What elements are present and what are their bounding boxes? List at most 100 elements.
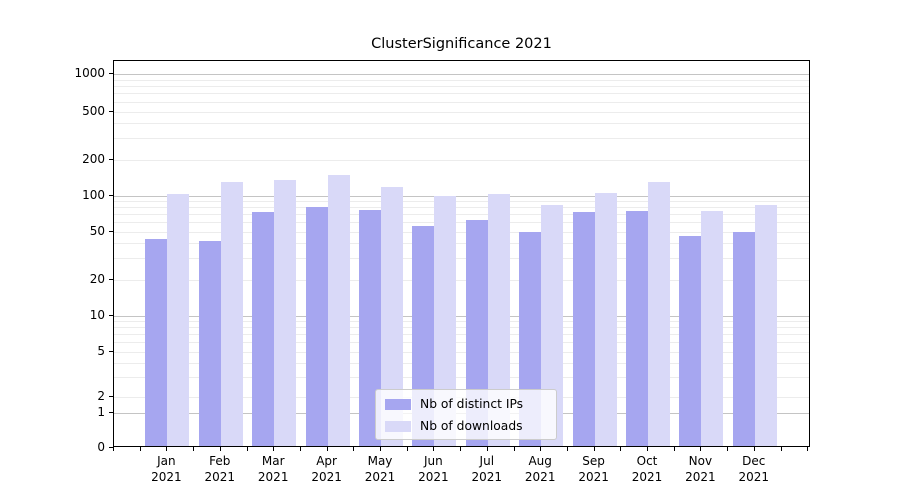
x-axis-tick-mark (807, 447, 809, 451)
x-axis-tick-mark (193, 447, 195, 451)
bar-downloads (327, 175, 350, 446)
gridline-minor (114, 327, 809, 329)
gridline-major (114, 74, 809, 75)
gridline-major (114, 315, 809, 317)
gridline-major (114, 195, 809, 197)
legend-row-distinct-ips: Nb of distinct IPs (385, 397, 547, 411)
y-axis-tick-label: 1000 (74, 66, 105, 80)
gridline-minor (114, 231, 809, 233)
x-axis-tick-label: Jan 2021 (151, 454, 182, 485)
bar-distinct-ips (359, 209, 381, 446)
legend-swatch-distinct-ips (385, 398, 411, 410)
legend-row-downloads: Nb of downloads (385, 419, 547, 433)
bar-downloads (701, 210, 724, 446)
x-axis-tick-label: Mar 2021 (257, 454, 289, 485)
bar-downloads (754, 204, 777, 446)
legend-swatch-downloads (385, 420, 411, 432)
bar-distinct-ips (145, 238, 168, 446)
legend-label-distinct-ips: Nb of distinct IPs (420, 397, 524, 411)
x-axis-tick-mark (433, 447, 435, 451)
gridline-minor (114, 201, 809, 202)
x-axis-tick-label: Jun 2021 (418, 454, 449, 485)
y-axis-tick-label: 10 (89, 307, 105, 322)
legend-label-downloads: Nb of downloads (420, 419, 523, 433)
y-axis-tick-label: 5 (97, 343, 105, 358)
x-axis-tick-mark (219, 447, 221, 451)
x-axis-tick-mark (486, 447, 488, 451)
x-axis-tick-label: Nov 2021 (685, 454, 716, 485)
x-axis-tick-mark (673, 447, 675, 451)
bar-distinct-ips (252, 212, 275, 446)
x-axis-tick-mark (566, 447, 568, 451)
bar-downloads (648, 181, 670, 446)
x-axis-tick-label: Aug 2021 (524, 454, 556, 485)
gridline-minor (114, 362, 809, 364)
x-axis-tick-label: Oct 2021 (631, 454, 663, 485)
y-axis-tick-mark (109, 110, 113, 112)
y-axis-tick-label: 50 (89, 223, 105, 238)
x-axis-tick-mark (166, 447, 168, 451)
bar-downloads (594, 193, 617, 446)
x-axis-tick-label: Apr 2021 (311, 454, 342, 485)
bar-downloads (381, 187, 403, 446)
x-axis-tick-mark (380, 447, 381, 451)
y-axis-tick-label: 20 (89, 271, 105, 286)
y-axis-tick-label: 1 (97, 405, 105, 419)
x-axis-tick-mark (326, 447, 328, 451)
gridline-minor (114, 243, 809, 245)
bar-downloads (541, 205, 564, 446)
x-axis-tick-label: Jul 2021 (471, 454, 503, 485)
gridline-minor (114, 93, 809, 95)
bar-distinct-ips (198, 241, 221, 446)
x-axis-tick-mark (513, 447, 515, 451)
gridline-minor (114, 123, 809, 125)
x-axis-tick-mark (139, 447, 141, 451)
gridline-minor (114, 79, 809, 81)
x-axis-tick-mark (593, 447, 595, 451)
bar-distinct-ips (732, 231, 755, 446)
y-axis-tick-mark (109, 447, 113, 448)
gridline-minor (114, 111, 809, 113)
y-axis-tick-mark (109, 194, 113, 196)
x-axis-tick-mark (620, 447, 622, 451)
bar-downloads (167, 193, 190, 446)
gridline-minor (114, 159, 809, 161)
bar-downloads (434, 195, 457, 446)
x-axis-tick-mark (540, 447, 542, 451)
y-axis-tick-label: 2 (97, 389, 105, 403)
y-axis-tick-mark (109, 314, 113, 316)
bar-distinct-ips (626, 210, 648, 446)
x-axis-tick-label: Feb 2021 (204, 454, 236, 485)
y-axis-tick-mark (109, 350, 113, 352)
x-axis-tick-mark (113, 447, 114, 451)
gridline-minor (114, 321, 809, 322)
gridline-minor (114, 342, 809, 343)
gridline-minor (114, 279, 809, 281)
gridline-minor (114, 86, 809, 88)
legend: Nb of distinct IPs Nb of downloads (375, 389, 557, 440)
gridline-minor (114, 101, 809, 103)
x-axis-tick-label: Dec 2021 (738, 454, 770, 485)
x-axis-tick-mark (460, 447, 462, 451)
gridline-minor (114, 334, 809, 335)
bar-distinct-ips (679, 236, 702, 446)
gridline-minor (114, 376, 809, 378)
bar-downloads (274, 179, 297, 446)
x-axis-tick-mark (353, 447, 355, 451)
y-axis-tick-label: 100 (82, 187, 105, 202)
y-axis-tick-mark (109, 278, 113, 280)
y-axis-tick-label: 0 (97, 440, 105, 454)
y-axis-tick-label: 500 (82, 103, 105, 118)
y-axis-tick-mark (109, 396, 113, 397)
x-axis-tick-mark (406, 447, 408, 451)
y-axis-tick-mark (109, 230, 113, 232)
gridline-minor (114, 258, 809, 260)
x-axis-tick-mark (246, 447, 248, 451)
x-axis-tick-mark (647, 447, 648, 451)
y-axis-tick-label: 200 (82, 151, 105, 166)
x-axis-tick-mark (299, 447, 301, 451)
x-axis-tick-mark (727, 447, 729, 451)
bar-distinct-ips (572, 212, 595, 446)
x-axis-tick-label: Sep 2021 (578, 454, 609, 485)
